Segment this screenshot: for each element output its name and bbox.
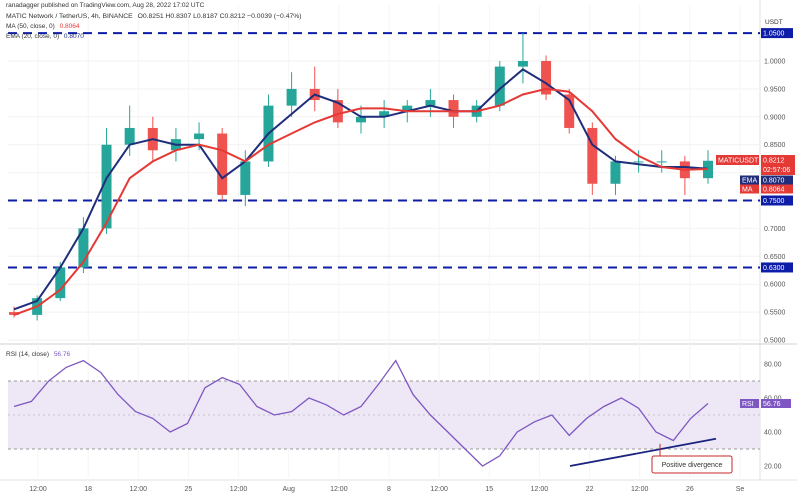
rsi-line xyxy=(13,359,709,467)
price-tick-label: 0.7000 xyxy=(764,226,786,233)
candle-body xyxy=(402,105,413,112)
price-tick-label: 0.6000 xyxy=(764,282,786,289)
symbol-tag-label: MATICUSDT xyxy=(718,158,759,165)
candle-body xyxy=(78,228,89,268)
candle-body xyxy=(587,127,598,184)
annotation-label: Positive divergence xyxy=(662,462,723,469)
indicator-tag-bg xyxy=(740,184,759,194)
candle-body xyxy=(517,61,528,67)
time-tick-label: 25 xyxy=(185,486,193,493)
rsi-value-label: 56.76 xyxy=(763,401,781,408)
rsi-tick-label: 20.00 xyxy=(764,464,782,471)
candle-body xyxy=(124,127,135,145)
price-tag-value: 0.8212 xyxy=(763,158,785,165)
time-tick-label: 26 xyxy=(686,486,694,493)
indicator-value-label: 0.8064 xyxy=(763,187,785,194)
indicator-value-bg xyxy=(761,184,793,194)
candle-body xyxy=(541,61,552,95)
candle-body xyxy=(356,116,366,123)
price-tick-label: 0.8500 xyxy=(764,142,786,149)
candle-body xyxy=(610,161,621,184)
rsi-legend-label: RSI (14, close) xyxy=(6,351,49,358)
price-tick-label: 0.9000 xyxy=(764,114,786,121)
time-tick-label: 12:00 xyxy=(130,486,148,493)
candle-body xyxy=(217,133,228,195)
ema-legend-value: 0.8070 xyxy=(63,33,84,40)
price-tick-label: 0.5000 xyxy=(764,338,786,345)
ma-legend-value: 0.8064 xyxy=(59,23,80,30)
candle-body xyxy=(286,88,297,106)
symbol-line: MATIC Network / TetherUS, 4h, BINANCE O0… xyxy=(6,13,305,20)
candle-body xyxy=(633,161,644,163)
time-tick-label: 12:00 xyxy=(330,486,348,493)
price-tick-label: 0.9500 xyxy=(764,86,786,93)
time-tick-label: 22 xyxy=(586,486,594,493)
publisher-line: ranadagger published on TradingView.com,… xyxy=(6,2,207,9)
time-tick-label: 8 xyxy=(387,486,391,493)
ema-legend[interactable]: EMA (20, close, 0) 0.8070 xyxy=(6,33,87,40)
rsi-legend[interactable]: RSI (14, close) 56.76 xyxy=(6,351,73,358)
candle-body xyxy=(448,100,459,117)
indicator-tag-label: MA xyxy=(742,187,753,194)
ema-line xyxy=(13,68,709,311)
candle-body xyxy=(494,66,505,106)
divergence-trendline xyxy=(569,437,717,467)
rsi-tick-label: 80.00 xyxy=(764,362,782,369)
rsi-tick-label: 40.00 xyxy=(764,430,782,437)
candle-body xyxy=(656,161,667,163)
candle-body xyxy=(101,144,112,229)
price-tag-countdown: 02:57:06 xyxy=(763,167,790,174)
rsi-tag-bg xyxy=(740,399,759,409)
candle-body xyxy=(194,133,205,140)
candle-body xyxy=(9,312,19,315)
indicator-tag-label: EMA xyxy=(742,178,758,185)
currency-label: USDT xyxy=(765,19,786,26)
rsi-tag-label: RSI xyxy=(742,401,754,408)
ohlc-text: O0.8251 H0.8307 L0.8187 C0.8212 −0.0039 … xyxy=(137,13,302,20)
ma-legend-label: MA (50, close, 0) xyxy=(6,23,55,30)
ema-legend-label: EMA (20, close, 0) xyxy=(6,33,60,40)
candle-body xyxy=(379,111,390,117)
time-tick-label: 12:00 xyxy=(430,486,448,493)
candle-body xyxy=(240,161,251,195)
rsi-tick-label: 60.00 xyxy=(764,396,782,403)
level-tag-label: 0.7500 xyxy=(763,198,785,205)
indicator-value-bg xyxy=(761,175,793,185)
level-tag-label: 1.0500 xyxy=(763,31,785,38)
ma-line xyxy=(13,87,709,316)
candle-body xyxy=(332,100,343,123)
candle-body xyxy=(425,100,436,106)
time-tick-label: 12:00 xyxy=(29,486,47,493)
level-tag-label: 0.6300 xyxy=(763,265,785,272)
price-tick-label: 0.6500 xyxy=(764,254,786,261)
symbol-text: MATIC Network / TetherUS, 4h, BINANCE xyxy=(6,13,133,20)
price-tag-bg xyxy=(761,155,795,175)
candle-body xyxy=(564,94,575,128)
rsi-value-bg xyxy=(761,399,791,409)
annotation-box xyxy=(651,455,733,474)
indicator-value-label: 0.8070 xyxy=(763,178,785,185)
time-tick-label: 15 xyxy=(485,486,493,493)
price-tick-label: 0.5500 xyxy=(764,310,786,317)
symbol-tag-bg xyxy=(716,155,759,165)
rsi-legend-value: 56.76 xyxy=(53,351,71,358)
level-tag-bg xyxy=(761,262,793,273)
candle-body xyxy=(55,267,66,299)
level-tag-bg xyxy=(761,195,793,206)
time-tick-label: Se xyxy=(736,486,745,493)
currency-text: USDT xyxy=(765,19,783,26)
time-tick-label: 12:00 xyxy=(230,486,248,493)
price-tick-label: 1.0000 xyxy=(764,59,786,66)
time-tick-label: 12:00 xyxy=(531,486,549,493)
indicator-tag-bg xyxy=(740,175,759,185)
level-tag-bg xyxy=(761,28,793,39)
time-tick-label: 18 xyxy=(84,486,92,493)
time-tick-label: Aug xyxy=(282,486,295,493)
publisher-text: ranadagger published on TradingView.com,… xyxy=(6,2,205,9)
ma-legend[interactable]: MA (50, close, 0) 0.8064 xyxy=(6,23,82,30)
time-tick-label: 12:00 xyxy=(631,486,649,493)
